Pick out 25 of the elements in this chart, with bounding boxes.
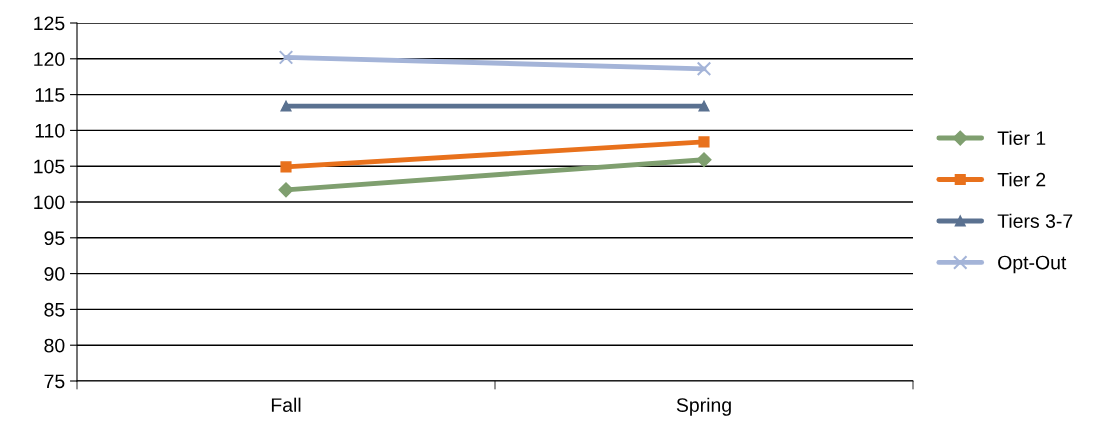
- y-tick-label: 125: [34, 16, 65, 31]
- y-tick-label: 115: [35, 88, 65, 102]
- point: [278, 182, 294, 198]
- y-tick-label: 80: [44, 338, 65, 353]
- legend-label: Opt-Out: [998, 255, 1067, 274]
- x-tick-label: Spring: [676, 397, 731, 416]
- legend-label: Tier 1: [997, 130, 1046, 146]
- y-tick-label: 100: [34, 195, 65, 210]
- y-tick-label: 120: [34, 52, 65, 67]
- y-tick-label: 85: [44, 302, 65, 317]
- legend-label: Tier 2: [997, 172, 1046, 187]
- y-tick-label: 95: [44, 231, 65, 246]
- point: [280, 161, 292, 173]
- y-tick-label: 105: [34, 159, 65, 174]
- point: [696, 152, 712, 168]
- y-tick-label: 90: [44, 267, 65, 281]
- legend-label: Tiers 3-7: [997, 213, 1073, 228]
- point: [280, 100, 292, 112]
- x-tick-label: Fall: [271, 397, 301, 412]
- point: [698, 136, 710, 148]
- point: [278, 50, 294, 65]
- point: [698, 100, 710, 112]
- point: [696, 61, 712, 77]
- y-tick-label: 110: [35, 123, 65, 138]
- y-tick-label: 75: [44, 374, 65, 389]
